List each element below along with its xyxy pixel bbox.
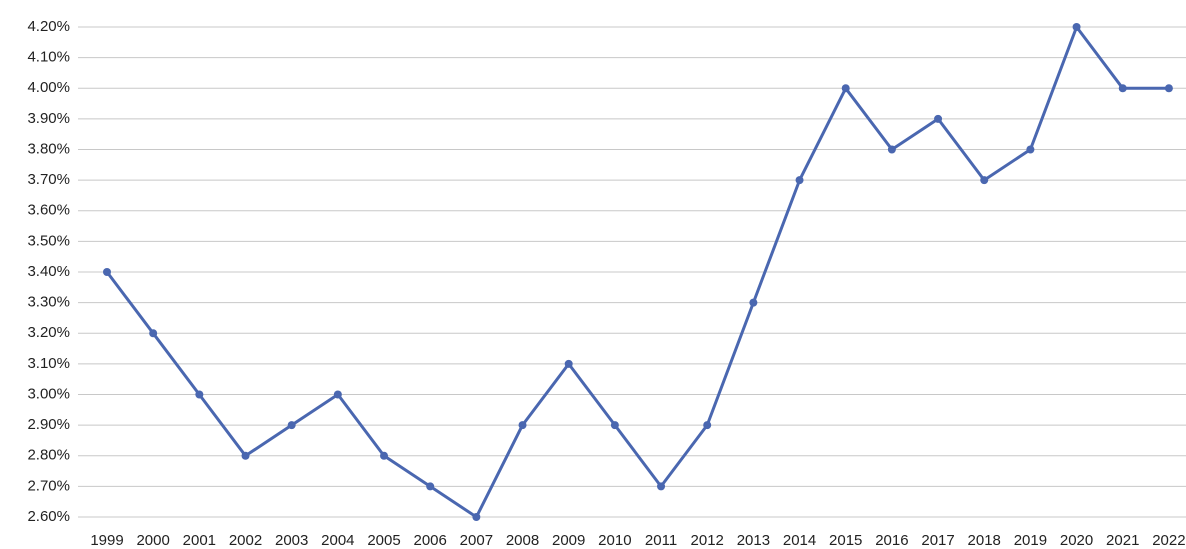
data-point [1026, 146, 1034, 154]
y-tick-label: 4.20% [27, 18, 70, 35]
y-tick-label: 2.70% [27, 477, 70, 494]
y-tick-label: 3.60% [27, 202, 70, 219]
x-tick-label: 2002 [229, 532, 262, 549]
x-tick-label: 2009 [552, 532, 585, 549]
data-point [980, 176, 988, 184]
data-point [334, 391, 342, 399]
y-tick-label: 3.40% [27, 263, 70, 280]
x-tick-label: 2007 [460, 532, 493, 549]
x-tick-label: 2006 [414, 532, 447, 549]
x-tick-label: 2000 [136, 532, 169, 549]
y-tick-label: 3.50% [27, 232, 70, 249]
x-tick-label: 2016 [875, 532, 908, 549]
y-tick-label: 3.00% [27, 385, 70, 402]
y-tick-label: 3.70% [27, 171, 70, 188]
data-point [657, 482, 665, 490]
x-tick-label: 2005 [367, 532, 400, 549]
x-tick-label: 2022 [1152, 532, 1185, 549]
x-tick-label: 2017 [921, 532, 954, 549]
y-tick-label: 3.90% [27, 110, 70, 127]
y-tick-label: 2.90% [27, 416, 70, 433]
data-point [749, 299, 757, 307]
x-tick-label: 2008 [506, 532, 539, 549]
data-point [195, 391, 203, 399]
data-point [1165, 84, 1173, 92]
y-tick-label: 3.30% [27, 294, 70, 311]
y-tick-label: 4.10% [27, 49, 70, 66]
x-tick-label: 2020 [1060, 532, 1093, 549]
data-point [565, 360, 573, 368]
x-tick-label: 2004 [321, 532, 354, 549]
data-point [472, 513, 480, 521]
x-tick-label: 2013 [737, 532, 770, 549]
x-tick-label: 2001 [183, 532, 216, 549]
y-tick-label: 2.80% [27, 447, 70, 464]
data-point [103, 268, 111, 276]
data-point [288, 421, 296, 429]
data-point [1073, 23, 1081, 31]
data-point [888, 146, 896, 154]
x-tick-label: 1999 [90, 532, 123, 549]
x-tick-label: 2012 [691, 532, 724, 549]
x-tick-label: 2011 [645, 532, 677, 549]
data-point [242, 452, 250, 460]
data-point [796, 176, 804, 184]
data-point [1119, 84, 1127, 92]
data-point [703, 421, 711, 429]
data-point [842, 84, 850, 92]
x-tick-label: 2015 [829, 532, 862, 549]
data-point [149, 329, 157, 337]
data-point [426, 482, 434, 490]
x-tick-label: 2014 [783, 532, 816, 549]
y-tick-label: 3.80% [27, 140, 70, 157]
data-point [611, 421, 619, 429]
data-point [380, 452, 388, 460]
y-tick-label: 2.60% [27, 508, 70, 525]
x-tick-label: 2018 [968, 532, 1001, 549]
data-point [934, 115, 942, 123]
x-tick-label: 2003 [275, 532, 308, 549]
y-tick-label: 3.10% [27, 355, 70, 372]
x-tick-label: 2021 [1106, 532, 1139, 549]
x-tick-label: 2019 [1014, 532, 1047, 549]
y-tick-label: 4.00% [27, 79, 70, 96]
chart: 2.60% 2.70% 2.80% 2.90% 3.00% 3.10% 3.20% 3.30%… [0, 0, 1186, 549]
y-tick-label: 3.20% [27, 324, 70, 341]
page: 2.60% 2.70% 2.80% 2.90% 3.00% 3.10% 3.20% 3.30%… [0, 0, 1186, 549]
data-point [519, 421, 527, 429]
x-tick-label: 2010 [598, 532, 631, 549]
